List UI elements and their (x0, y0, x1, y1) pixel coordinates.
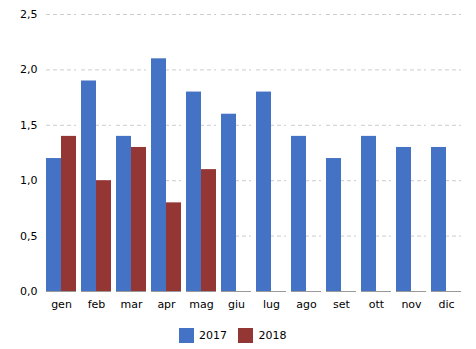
svg-text:dic: dic (438, 298, 454, 311)
svg-text:mar: mar (121, 298, 143, 311)
svg-text:2,0: 2,0 (20, 63, 38, 76)
svg-text:mag: mag (189, 298, 213, 311)
svg-text:ago: ago (296, 298, 317, 311)
svg-text:gen: gen (51, 298, 72, 311)
svg-text:2,5: 2,5 (20, 8, 38, 21)
svg-text:giu: giu (228, 298, 245, 311)
svg-text:lug: lug (263, 298, 280, 311)
svg-text:set: set (333, 298, 350, 311)
svg-text:0,0: 0,0 (20, 285, 38, 298)
svg-text:0,5: 0,5 (20, 230, 38, 243)
html-text:2017: 2017 (199, 329, 227, 342)
svg-text:ott: ott (369, 298, 385, 311)
svg-text:feb: feb (88, 298, 106, 311)
svg-text:1,5: 1,5 (20, 119, 38, 132)
html-text:2018: 2018 (258, 329, 287, 342)
svg-text:1,0: 1,0 (20, 174, 38, 187)
svg-text:nov: nov (401, 298, 422, 311)
svg-text:apr: apr (157, 298, 176, 311)
